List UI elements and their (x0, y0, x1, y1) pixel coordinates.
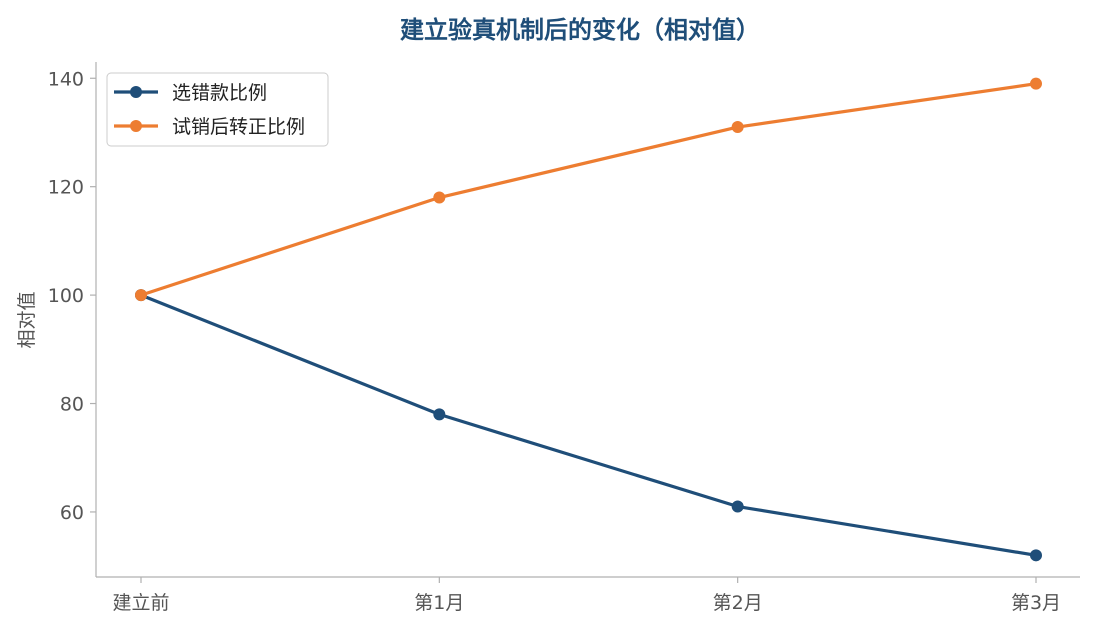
series-group (135, 77, 1042, 562)
legend-label: 选错款比例 (172, 82, 267, 104)
data-point (135, 289, 147, 302)
data-point (1030, 549, 1042, 562)
y-axis-ticks: 60 80 100 120 140 (48, 68, 96, 524)
y-tick-label: 120 (48, 177, 84, 199)
data-point (433, 408, 446, 421)
legend-label: 试销后转正比例 (172, 116, 305, 138)
legend-swatch-marker (130, 86, 142, 98)
data-point (731, 500, 744, 513)
series-2 (135, 77, 1042, 302)
y-tick-label: 100 (48, 285, 84, 307)
series-1 (135, 289, 1042, 562)
x-axis-ticks: 建立前 第1月 第2月 第3月 (112, 577, 1061, 614)
x-tick-label: 建立前 (112, 592, 169, 614)
legend-item: 选错款比例 (114, 82, 267, 104)
x-tick-label: 第3月 (1011, 592, 1061, 614)
y-tick-label: 80 (60, 394, 84, 416)
y-tick-label: 60 (60, 502, 84, 524)
x-tick-label: 第1月 (414, 592, 464, 614)
series-line (139, 293, 1038, 557)
legend-box (106, 72, 329, 147)
data-point (731, 121, 744, 134)
legend-item: 试销后转正比例 (114, 116, 305, 138)
legend-swatch-marker (130, 120, 142, 132)
data-point (1030, 77, 1042, 90)
y-tick-label: 140 (48, 68, 84, 90)
axes (95, 62, 1080, 578)
y-axis-label: 相对值 (16, 291, 38, 348)
data-point (433, 191, 446, 204)
x-tick-label: 第2月 (713, 592, 763, 614)
series-line (139, 82, 1038, 297)
chart-title: 建立验真机制后的变化（相对值） (400, 16, 760, 44)
